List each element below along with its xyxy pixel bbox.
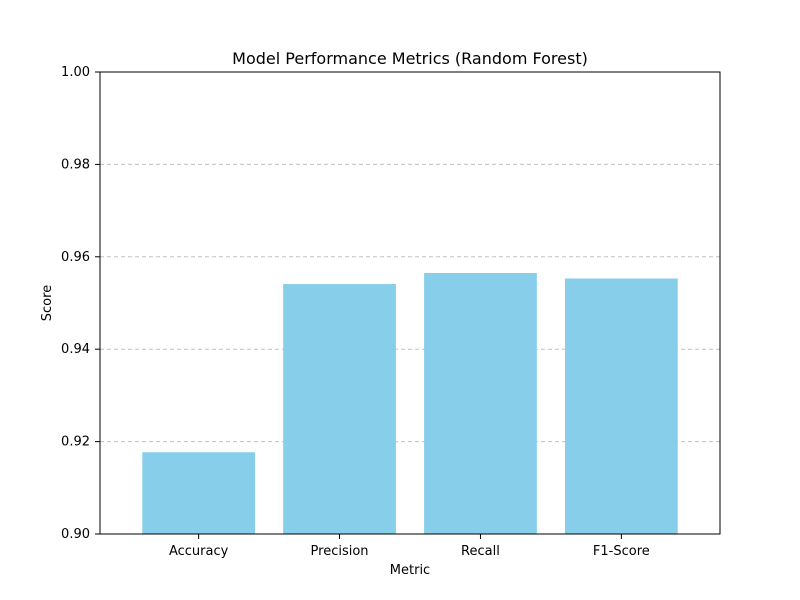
x-axis-label: Metric xyxy=(390,563,430,578)
y-tick-label: 0.92 xyxy=(61,435,90,450)
y-tick-label: 1.00 xyxy=(61,65,90,80)
bar-recall xyxy=(424,272,537,534)
x-tick-label: F1-Score xyxy=(593,544,650,559)
y-axis-label: Score xyxy=(40,285,55,321)
bar-precision xyxy=(283,284,396,534)
axes xyxy=(95,71,721,539)
x-tick-label: Accuracy xyxy=(169,544,229,559)
y-tick-label: 0.94 xyxy=(61,342,90,357)
x-tick-label: Precision xyxy=(311,544,369,559)
bar-accuracy xyxy=(142,452,255,534)
x-tick-label: Recall xyxy=(461,544,500,559)
y-tick-label: 0.98 xyxy=(61,157,90,172)
y-tick-label: 0.96 xyxy=(61,250,90,265)
tick-labels: 0.90 0.92 0.94 0.96 0.98 1.00 Accuracy Precisio… xyxy=(61,65,650,559)
grid-lines xyxy=(100,163,720,443)
chart-title: Model Performance Metrics (Random Forest… xyxy=(232,49,588,68)
y-tick-label: 0.90 xyxy=(61,527,90,542)
plot-frame xyxy=(99,71,721,535)
bar-f1-score xyxy=(565,278,678,534)
bars xyxy=(142,272,678,534)
